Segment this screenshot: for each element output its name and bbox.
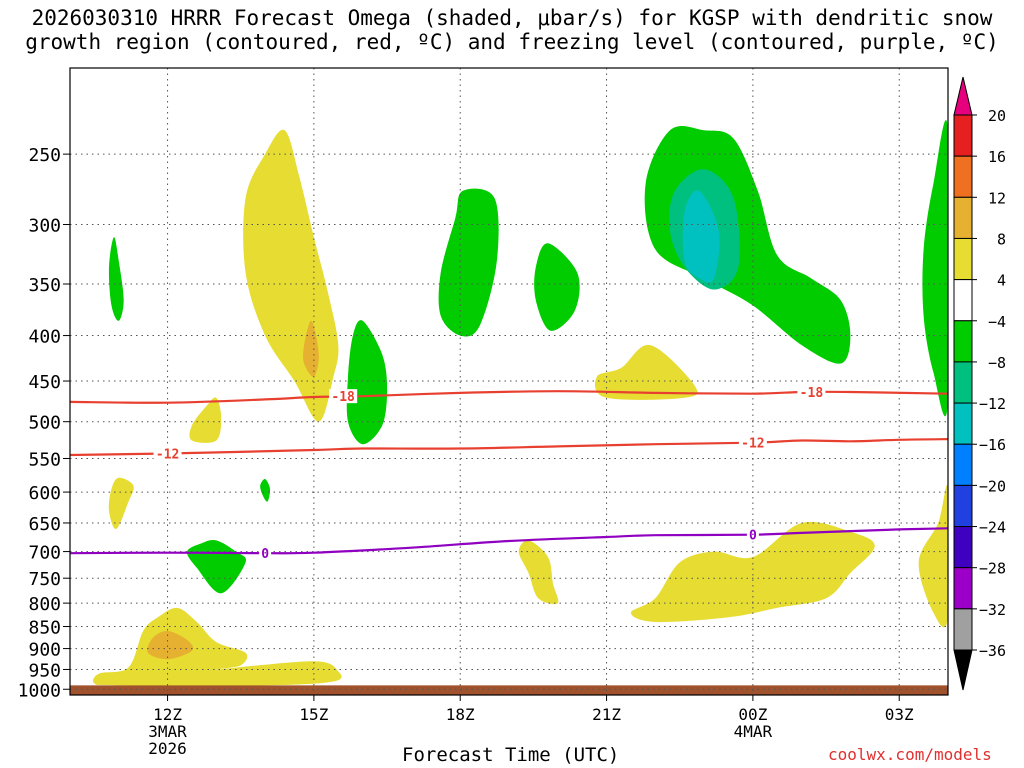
omega-area-13 xyxy=(108,477,134,530)
y-tick-label: 450 xyxy=(28,372,61,393)
colorbar-swatch xyxy=(953,237,973,281)
x-axis-label: Forecast Time (UTC) xyxy=(402,744,620,766)
pressure-axis: 2503003504004505005506006507007508008509… xyxy=(18,145,70,701)
x-tick-label: 03Z xyxy=(885,705,914,724)
contour-label-bg xyxy=(259,546,272,561)
colorbar-swatch xyxy=(953,279,973,322)
colorbar-bottom-arrow xyxy=(953,649,973,691)
colorbar-swatch xyxy=(953,320,973,363)
contour-label-minus18: -18 xyxy=(800,386,824,401)
contour-label-minus18: -18 xyxy=(331,390,355,405)
colorbar-swatch xyxy=(953,608,973,651)
x-tick-label: 15Z xyxy=(299,705,328,724)
x-tick-label: 12Z xyxy=(153,705,182,724)
omega-area-17 xyxy=(594,344,698,400)
y-tick-label: 400 xyxy=(28,327,61,348)
y-tick-label: 1000 xyxy=(18,680,61,701)
colorbar-swatch xyxy=(953,526,973,569)
contour-minus12 xyxy=(70,438,948,457)
chart-title-line-2: growth region (contoured, red, ºC) and f… xyxy=(25,30,999,54)
y-tick-label: 900 xyxy=(28,640,61,661)
x-tick-label: 21Z xyxy=(592,705,621,724)
x-tick-date-label: 3MAR xyxy=(148,722,187,741)
omega-area-2 xyxy=(346,320,388,445)
colorbar-label: −32 xyxy=(979,601,1006,619)
y-tick-label: 500 xyxy=(28,413,61,434)
omega-area-16 xyxy=(518,540,559,605)
x-tick-date-label: 4MAR xyxy=(734,722,773,741)
colorbar-swatch xyxy=(953,484,973,528)
colorbar-swatch xyxy=(953,196,973,239)
omega-area-18 xyxy=(630,521,875,623)
omega-area-4 xyxy=(438,188,499,337)
contour-label-bg xyxy=(153,446,182,461)
contour-freezing xyxy=(70,527,948,555)
colorbar-swatch xyxy=(953,567,973,610)
colorbar-label: −12 xyxy=(979,395,1006,413)
ground-layer xyxy=(70,685,948,695)
omega-area-12 xyxy=(189,397,222,443)
omega-area-14 xyxy=(92,607,342,686)
colorbar: 20 16 12 8 4 −4 −8 −12 −16 −20 −24 −28 −32 −36 xyxy=(953,76,1006,691)
colorbar-label: −24 xyxy=(979,519,1006,537)
colorbar-swatch xyxy=(953,155,973,198)
temperature-contours: -18 -18 -12 -12 0 0 xyxy=(70,385,948,562)
y-tick-label: 700 xyxy=(28,543,61,564)
colorbar-label: 12 xyxy=(988,189,1006,207)
colorbar-label: 16 xyxy=(988,148,1006,166)
y-tick-label: 800 xyxy=(28,594,61,615)
contour-label-bg xyxy=(738,435,767,450)
omega-area-10 xyxy=(243,129,339,422)
colorbar-label: 8 xyxy=(997,230,1006,248)
colorbar-label: 20 xyxy=(988,107,1006,125)
colorbar-swatch xyxy=(953,402,973,445)
y-tick-label: 250 xyxy=(28,145,61,166)
source-credit[interactable]: coolwx.com/models xyxy=(828,745,992,764)
omega-area-9 xyxy=(922,120,948,417)
chart-title-line-1: 2026030310 HRRR Forecast Omega (shaded, … xyxy=(31,6,993,30)
colorbar-swatch xyxy=(953,361,973,404)
colorbar-label: −36 xyxy=(979,642,1006,660)
y-tick-label: 350 xyxy=(28,275,61,296)
colorbar-label: −28 xyxy=(979,560,1006,578)
contour-label-minus12: -12 xyxy=(156,448,179,463)
omega-area-0 xyxy=(108,237,124,321)
omega-area-11 xyxy=(303,320,319,377)
y-tick-label: 550 xyxy=(28,449,61,470)
x-tick-year-label: 2026 xyxy=(148,739,187,758)
y-tick-label: 650 xyxy=(28,514,61,535)
omega-area-19 xyxy=(918,485,948,628)
y-tick-label: 600 xyxy=(28,483,61,504)
contour-label-minus12: -12 xyxy=(741,437,764,452)
dotted-gridlines xyxy=(70,68,948,695)
colorbar-label: −16 xyxy=(979,436,1006,454)
omega-shading xyxy=(92,120,948,686)
omega-area-3 xyxy=(187,539,247,594)
contour-label-bg xyxy=(746,527,759,542)
colorbar-label: −4 xyxy=(988,313,1006,331)
colorbar-label: −20 xyxy=(979,477,1006,495)
colorbar-swatch xyxy=(953,443,973,486)
colorbar-swatch xyxy=(953,114,973,157)
ground-band xyxy=(70,685,948,695)
contour-label-freezing: 0 xyxy=(749,529,757,544)
x-tick-label: 00Z xyxy=(738,705,767,724)
colorbar-top-arrow xyxy=(953,76,973,116)
y-tick-label: 300 xyxy=(28,216,61,237)
contour-label-bg xyxy=(797,385,826,400)
omega-area-15 xyxy=(147,630,194,660)
contour-label-bg xyxy=(329,389,358,404)
colorbar-label: 4 xyxy=(997,272,1006,290)
x-tick-label: 18Z xyxy=(446,705,475,724)
omega-area-1 xyxy=(260,478,271,502)
omega-area-8 xyxy=(682,190,720,283)
omega-area-5 xyxy=(534,243,580,331)
y-tick-label: 750 xyxy=(28,569,61,590)
y-tick-label: 850 xyxy=(28,618,61,639)
colorbar-label: −8 xyxy=(988,354,1006,372)
contour-label-freezing: 0 xyxy=(261,547,269,562)
y-tick-label: 950 xyxy=(28,660,61,681)
